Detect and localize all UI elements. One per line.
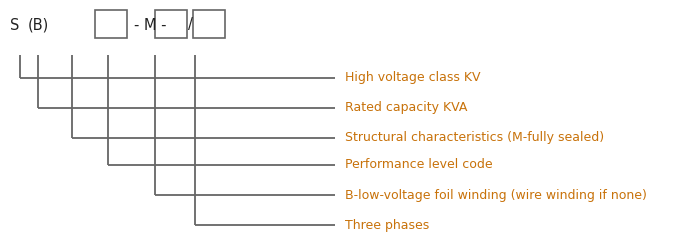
Text: B-low-voltage foil winding (wire winding if none): B-low-voltage foil winding (wire winding… xyxy=(345,188,647,201)
Text: S: S xyxy=(10,18,19,32)
Text: - M -: - M - xyxy=(134,18,167,32)
Bar xyxy=(193,10,225,38)
Bar xyxy=(95,10,127,38)
Text: High voltage class KV: High voltage class KV xyxy=(345,71,480,85)
Text: Rated capacity KVA: Rated capacity KVA xyxy=(345,101,467,115)
Text: Structural characteristics (M-fully sealed): Structural characteristics (M-fully seal… xyxy=(345,131,604,145)
Text: Performance level code: Performance level code xyxy=(345,158,493,172)
Bar xyxy=(155,10,187,38)
Text: (B): (B) xyxy=(28,18,49,32)
Text: /: / xyxy=(188,18,193,32)
Text: Three phases: Three phases xyxy=(345,218,430,231)
